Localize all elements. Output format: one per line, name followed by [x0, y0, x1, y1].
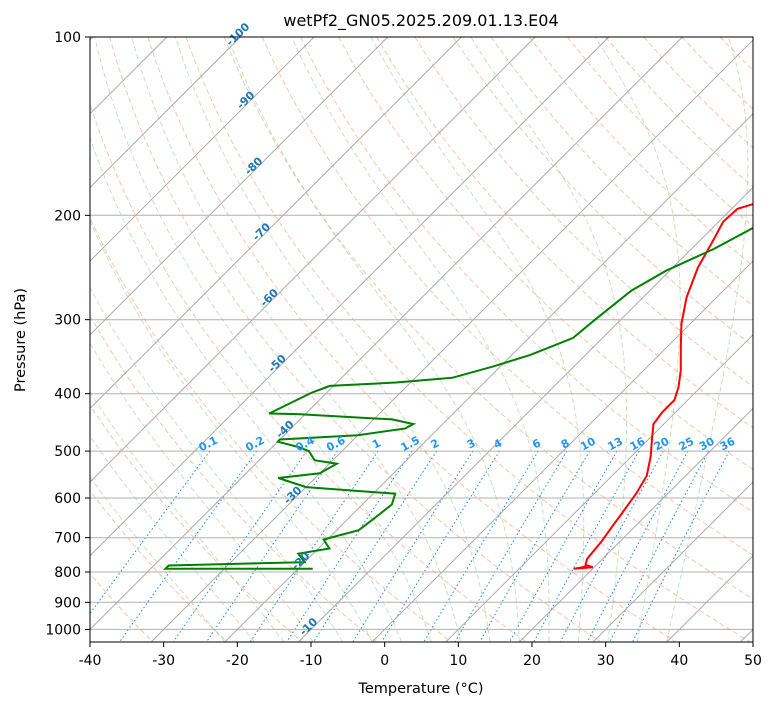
mixing-ratio-label: 30 [697, 435, 717, 454]
y-tick-label: 500 [54, 444, 81, 460]
mixing-ratio-label: 25 [677, 435, 697, 454]
mixing-ratio-line [249, 450, 379, 642]
y-tick-label: 700 [54, 531, 81, 547]
x-tick-label: 50 [744, 653, 762, 669]
mixing-ratio-line [172, 450, 308, 642]
mixing-ratio-line [586, 450, 689, 642]
dry-adiabat-line [109, 37, 602, 642]
y-tick-label: 400 [54, 387, 81, 403]
x-axis-title: Temperature (°C) [357, 681, 483, 697]
moist-adiabat-line [291, 37, 550, 642]
dry-adiabat-line [90, 404, 303, 642]
x-tick-label: -30 [152, 653, 175, 669]
moist-adiabat-line [594, 37, 681, 642]
y-tick-label: 300 [54, 313, 81, 329]
dry-adiabat-line [490, 37, 753, 307]
isotherm-line [298, 186, 753, 642]
chart-title: wetPf2_GN05.2025.209.01.13.E04 [283, 11, 558, 31]
mixing-ratio-line [509, 450, 618, 642]
mixing-ratio-label: 20 [652, 435, 672, 454]
isotherm-line [592, 481, 753, 642]
mixing-ratio-label: 10 [578, 435, 598, 454]
dry-adiabat-line [376, 37, 753, 429]
mixing-ratio-line [286, 450, 413, 642]
y-axis-title: Pressure (hPa) [13, 288, 29, 392]
isotherm-line [90, 37, 315, 262]
background-lines [90, 37, 753, 642]
dry-adiabat-line [90, 102, 527, 642]
isotherm-line [90, 37, 389, 336]
moist-adiabat-line [90, 286, 344, 642]
isotherm-line [371, 260, 753, 642]
y-tick-label: 200 [54, 208, 81, 224]
dry-adiabat-line [414, 37, 753, 388]
y-tick-label: 1000 [45, 622, 81, 638]
moist-adiabat-line [174, 37, 491, 642]
dry-adiabat-line [338, 37, 753, 471]
x-tick-label: -10 [300, 653, 323, 669]
x-tick-label: 10 [449, 653, 467, 669]
mixing-ratio-line [609, 450, 709, 642]
moist-adiabat-line [470, 37, 628, 642]
dry-adiabat-line [90, 216, 452, 642]
dry-adiabat-line [299, 37, 753, 513]
moist-adiabat-line [90, 342, 314, 642]
isotherm-line [150, 39, 753, 642]
dewpoint-line [162, 226, 753, 570]
isotherm-line [90, 37, 536, 483]
mixing-ratio-line [632, 450, 730, 642]
isotherm-line [90, 37, 241, 189]
x-tick-label: 20 [523, 653, 541, 669]
grid-lines [90, 37, 753, 642]
y-tick-label: 600 [54, 491, 81, 507]
x-tick-label: -40 [79, 653, 102, 669]
mixing-ratio-label: 13 [605, 435, 625, 454]
dry-adiabat-line [452, 37, 753, 347]
moist-adiabat-line [370, 37, 585, 642]
moist-adiabat-line [90, 220, 373, 642]
dry-adiabat-line [223, 37, 753, 600]
dry-adiabat-line [90, 489, 228, 642]
x-tick-label: 0 [380, 653, 389, 669]
temperature-line [573, 203, 753, 570]
moist-adiabat-line [94, 37, 432, 642]
x-tick-label: 40 [670, 653, 688, 669]
moist-adiabat-line [131, 37, 461, 642]
moist-adiabat-line [666, 37, 749, 642]
data-series [162, 203, 753, 570]
isotherm-line [445, 334, 753, 642]
mixing-ratio-line [559, 450, 664, 642]
moist-adiabat-line [90, 476, 226, 642]
y-tick-label: 100 [54, 30, 81, 46]
dry-adiabat-line [147, 37, 676, 642]
isotherm-line [90, 37, 683, 631]
mixing-ratio-label: 16 [628, 435, 648, 454]
y-tick-label: 900 [54, 595, 81, 611]
isotherm-line [90, 37, 610, 557]
isotherm-line [519, 407, 753, 642]
mixing-ratio-line [90, 450, 211, 615]
moist-adiabat-line [227, 37, 520, 642]
isotherm-line [90, 37, 462, 410]
mixing-ratio-label: 36 [718, 435, 738, 454]
axis-ticks: -40 -30 -20 -10 0 10 20 30 40 50 100 200 300 400 500 60… [45, 30, 762, 669]
dry-adiabat-line [261, 37, 753, 556]
moist-adiabat-line [90, 435, 255, 642]
x-tick-label: -20 [226, 653, 249, 669]
mixing-ratio-line [533, 450, 640, 642]
plot-frame [89, 36, 754, 643]
mixing-ratio-line [479, 450, 591, 642]
dry-adiabat-line [90, 314, 378, 642]
x-tick-label: 30 [597, 653, 615, 669]
y-tick-label: 800 [54, 565, 81, 581]
